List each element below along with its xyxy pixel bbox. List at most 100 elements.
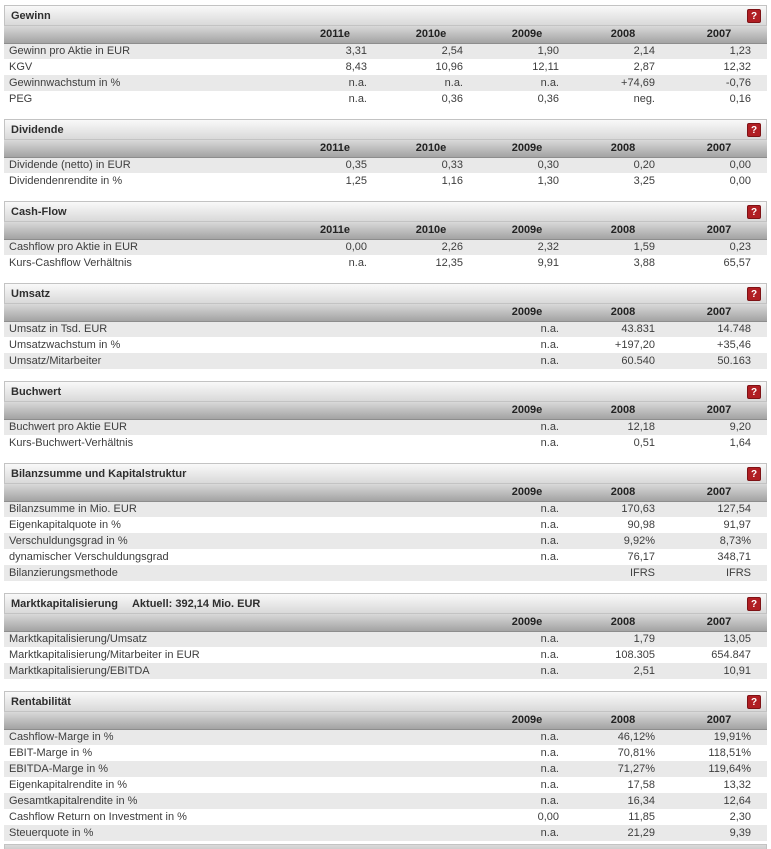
row-label: Gewinnwachstum in % (4, 75, 287, 91)
cell-value: 12,64 (671, 793, 767, 809)
table-row: EBITDA-Marge in % n.a. 71,27% 119,64% (4, 761, 767, 777)
column-header: 2008 (575, 484, 671, 502)
cell-value: 2,26 (383, 239, 479, 255)
cell-value: 65,57 (671, 255, 767, 271)
sections-container: Gewinn? 2011e 2010e 2009e 2008 2007 Gewinn pro… (4, 5, 767, 841)
section-buchwert: Buchwert? 2009e 2008 2007 Buchwert pro Aktie… (4, 381, 767, 451)
column-header-spacer (4, 304, 479, 322)
cell-value: 90,98 (575, 517, 671, 533)
help-icon[interactable]: ? (747, 695, 761, 709)
help-icon[interactable]: ? (747, 205, 761, 219)
column-header: 2007 (671, 712, 767, 730)
column-header: 2007 (671, 140, 767, 158)
row-label: Bilanzierungsmethode (4, 565, 479, 581)
table-row: Umsatzwachstum in % n.a. +197,20 +35,46 (4, 337, 767, 353)
column-header-spacer (4, 402, 479, 420)
cell-value: 1,25 (287, 173, 383, 189)
section-title: Dividende (11, 123, 64, 136)
cell-value: 118,51% (671, 745, 767, 761)
cell-value: 0,00 (671, 157, 767, 173)
row-label: EBIT-Marge in % (4, 745, 479, 761)
table-row: Gesamtkapitalrendite in % n.a. 16,34 12,64 (4, 793, 767, 809)
section-title: Umsatz (11, 287, 51, 300)
cell-value: 2,14 (575, 43, 671, 59)
help-icon[interactable]: ? (747, 123, 761, 137)
cell-value: n.a. (287, 75, 383, 91)
section-title-bar: Cash-Flow? (4, 201, 767, 222)
help-icon[interactable]: ? (747, 597, 761, 611)
cell-value: 8,43 (287, 59, 383, 75)
cell-value: IFRS (671, 565, 767, 581)
table-row: Umsatz in Tsd. EUR n.a. 43.831 14.748 (4, 321, 767, 337)
row-label: Cashflow pro Aktie in EUR (4, 239, 287, 255)
section-title: Gewinn (11, 9, 51, 22)
help-icon[interactable]: ? (747, 287, 761, 301)
table-row: Bilanzierungsmethode IFRS IFRS (4, 565, 767, 581)
next-section-bar-partial (4, 844, 767, 849)
cell-value: 2,51 (575, 663, 671, 679)
cell-value: n.a. (479, 337, 575, 353)
row-label: PEG (4, 91, 287, 107)
row-label: Cashflow-Marge in % (4, 729, 479, 745)
cell-value: n.a. (479, 517, 575, 533)
row-label: Umsatzwachstum in % (4, 337, 479, 353)
section-title-bar: Bilanzsumme und Kapitalstruktur? (4, 463, 767, 484)
column-header: 2007 (671, 222, 767, 240)
table-row: Kurs-Buchwert-Verhältnis n.a. 0,51 1,64 (4, 435, 767, 451)
row-label: Umsatz in Tsd. EUR (4, 321, 479, 337)
cell-value: 127,54 (671, 501, 767, 517)
table-row: Gewinnwachstum in % n.a. n.a. n.a. +74,69 -0,… (4, 75, 767, 91)
cell-value: 9,39 (671, 825, 767, 841)
cell-value: 9,20 (671, 419, 767, 435)
cell-value: 0,35 (287, 157, 383, 173)
table-row: Marktkapitalisierung/Mitarbeiter in EUR n… (4, 647, 767, 663)
row-label: Umsatz/Mitarbeiter (4, 353, 479, 369)
table-row: Cashflow Return on Investment in % 0,00 11… (4, 809, 767, 825)
data-table: 2009e 2008 2007 Marktkapitalisierung/Umsatz… (4, 614, 767, 679)
cell-value: 2,87 (575, 59, 671, 75)
section-title: Rentabilität (11, 695, 71, 708)
row-label: dynamischer Verschuldungsgrad (4, 549, 479, 565)
cell-value: 654.847 (671, 647, 767, 663)
table-row: Marktkapitalisierung/Umsatz n.a. 1,79 13,05 (4, 631, 767, 647)
help-icon[interactable]: ? (747, 9, 761, 23)
cell-value: 1,64 (671, 435, 767, 451)
column-header-row: 2011e 2010e 2009e 2008 2007 (4, 140, 767, 158)
cell-value: n.a. (479, 419, 575, 435)
section-marktkapitalisierung: Marktkapitalisierung Aktuell: 392,14 Mio.… (4, 593, 767, 679)
cell-value: 12,35 (383, 255, 479, 271)
cell-value: 0,36 (479, 91, 575, 107)
cell-value: n.a. (287, 255, 383, 271)
section-cash-flow: Cash-Flow? 2011e 2010e 2009e 2008 2007 Cashflo… (4, 201, 767, 271)
cell-value: 2,54 (383, 43, 479, 59)
cell-value: 1,23 (671, 43, 767, 59)
column-header: 2009e (479, 222, 575, 240)
column-header: 2011e (287, 140, 383, 158)
help-icon[interactable]: ? (747, 385, 761, 399)
column-header: 2010e (383, 222, 479, 240)
table-row: Marktkapitalisierung/EBITDA n.a. 2,51 10,91 (4, 663, 767, 679)
column-header-row: 2009e 2008 2007 (4, 712, 767, 730)
data-table: 2011e 2010e 2009e 2008 2007 Cashflow pro Akti… (4, 222, 767, 271)
cell-value: +197,20 (575, 337, 671, 353)
column-header: 2011e (287, 222, 383, 240)
cell-value: 10,91 (671, 663, 767, 679)
cell-value: 1,79 (575, 631, 671, 647)
column-header-spacer (4, 26, 287, 44)
section-title: Bilanzsumme und Kapitalstruktur (11, 467, 187, 480)
cell-value: n.a. (479, 549, 575, 565)
cell-value: 348,71 (671, 549, 767, 565)
help-icon[interactable]: ? (747, 467, 761, 481)
column-header: 2009e (479, 484, 575, 502)
column-header-spacer (4, 484, 479, 502)
cell-value: 3,25 (575, 173, 671, 189)
table-row: EBIT-Marge in % n.a. 70,81% 118,51% (4, 745, 767, 761)
column-header: 2007 (671, 26, 767, 44)
cell-value: 46,12% (575, 729, 671, 745)
row-label: Buchwert pro Aktie EUR (4, 419, 479, 435)
cell-value: n.a. (479, 321, 575, 337)
cell-value: 19,91% (671, 729, 767, 745)
section-title-bar: Marktkapitalisierung Aktuell: 392,14 Mio.… (4, 593, 767, 614)
column-header: 2009e (479, 304, 575, 322)
row-label: Gesamtkapitalrendite in % (4, 793, 479, 809)
